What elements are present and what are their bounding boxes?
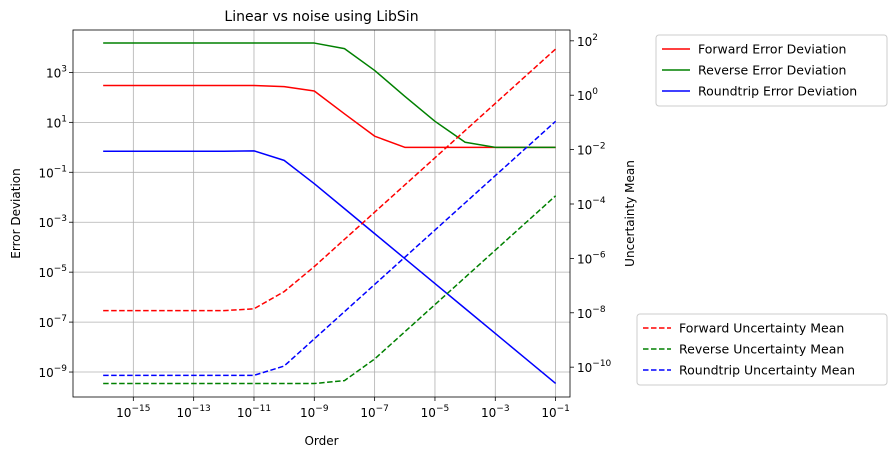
series-line (103, 42, 556, 149)
legend-label: Forward Error Deviation (698, 42, 846, 57)
y-tick-label: 10−1 (38, 164, 67, 180)
tick-exponent: −2 (592, 142, 605, 152)
tick-exponent: −1 (557, 404, 570, 414)
tick-base: 10 (360, 406, 375, 420)
tick-base: 10 (577, 35, 592, 49)
tick-exponent: −6 (592, 250, 606, 260)
y2-tick-label: 10−8 (577, 305, 606, 321)
tick-base: 10 (177, 406, 192, 420)
tick-base: 10 (577, 144, 592, 158)
y2-tick-label: 100 (577, 87, 598, 103)
tick-exponent: −15 (131, 404, 150, 414)
tick-exponent: −13 (192, 404, 211, 414)
tick-exponent: −1 (54, 164, 67, 174)
legend-label: Roundtrip Uncertainty Mean (679, 363, 855, 378)
y2-tick-label: 10−4 (577, 196, 606, 212)
tick-base: 10 (541, 406, 556, 420)
tick-base: 10 (116, 406, 131, 420)
y-tick-label: 103 (46, 64, 67, 80)
legend-label: Roundtrip Error Deviation (698, 84, 857, 99)
tick-exponent: −11 (252, 404, 271, 414)
tick-base: 10 (46, 116, 61, 130)
legend-error-deviation: Forward Error Deviation Reverse Error Dev… (655, 34, 888, 107)
x-tick-label: 10−13 (177, 404, 211, 420)
x-tick-label: 10−3 (481, 404, 510, 420)
chart-title: Linear vs noise using LibSin (224, 9, 418, 25)
y2-tick-label: 10−10 (577, 359, 612, 375)
y-tick-label: 10−3 (38, 214, 67, 230)
legend-label: Reverse Error Deviation (698, 63, 846, 78)
tick-exponent: 1 (61, 114, 67, 124)
y-tick-label: 10−7 (38, 314, 67, 330)
tick-base: 10 (300, 406, 315, 420)
tick-base: 10 (237, 406, 252, 420)
series-line (103, 120, 557, 377)
legend-box (636, 313, 888, 386)
series-line (103, 48, 557, 312)
tick-exponent: −3 (496, 404, 509, 414)
x-tick-label: 10−1 (541, 404, 570, 420)
y2-axis-label: Uncertainty Mean (623, 160, 637, 267)
y-tick-label: 10−5 (38, 264, 67, 280)
legend-uncertainty-mean: Forward Uncertainty Mean Reverse Uncertai… (636, 313, 888, 386)
tick-base: 10 (38, 166, 53, 180)
x-tick-label: 10−5 (421, 404, 450, 420)
tick-exponent: −4 (592, 196, 606, 206)
tick-exponent: 2 (592, 33, 598, 43)
y-tick-label: 101 (46, 114, 67, 130)
series-line (103, 84, 556, 149)
y-axis-label: Error Deviation (9, 168, 23, 258)
grid (73, 30, 570, 397)
series-line (103, 150, 557, 384)
tick-exponent: −7 (54, 314, 67, 324)
tick-base: 10 (577, 89, 592, 103)
plot-frame (72, 29, 571, 398)
x-axis-ticks: 10−15 10−13 10−11 10−9 10−7 10−5 10−3 10−1 (116, 397, 570, 420)
y2-tick-label: 10−2 (577, 142, 606, 158)
tick-exponent: −3 (54, 214, 67, 224)
x-tick-label: 10−11 (237, 404, 271, 420)
tick-base: 10 (38, 366, 53, 380)
tick-base: 10 (38, 316, 53, 330)
tick-exponent: 3 (61, 64, 67, 74)
tick-base: 10 (46, 66, 61, 80)
tick-base: 10 (481, 406, 496, 420)
tick-exponent: −5 (436, 404, 449, 414)
tick-exponent: −5 (54, 264, 67, 274)
series-line (103, 195, 557, 385)
legend-label: Reverse Uncertainty Mean (679, 342, 844, 357)
tick-base: 10 (577, 198, 592, 212)
tick-base: 10 (577, 361, 592, 375)
plot-lines (103, 42, 557, 385)
y2-tick-label: 10−6 (577, 250, 606, 266)
y2-tick-label: 102 (577, 33, 598, 49)
tick-exponent: −9 (315, 404, 329, 414)
tick-exponent: 0 (592, 87, 598, 97)
y-tick-label: 10−9 (38, 364, 67, 380)
tick-exponent: −10 (592, 359, 611, 369)
tick-base: 10 (421, 406, 436, 420)
legend-box (655, 34, 888, 107)
tick-base: 10 (577, 307, 592, 321)
x-tick-label: 10−9 (300, 404, 329, 420)
tick-base: 10 (38, 216, 53, 230)
legend-label: Forward Uncertainty Mean (679, 321, 844, 336)
tick-exponent: −8 (592, 305, 606, 315)
x-axis-label: Order (304, 434, 338, 448)
x-tick-label: 10−15 (116, 404, 150, 420)
tick-base: 10 (38, 266, 53, 280)
tick-base: 10 (577, 252, 592, 266)
tick-exponent: −9 (54, 364, 68, 374)
tick-exponent: −7 (376, 404, 389, 414)
x-tick-label: 10−7 (360, 404, 389, 420)
